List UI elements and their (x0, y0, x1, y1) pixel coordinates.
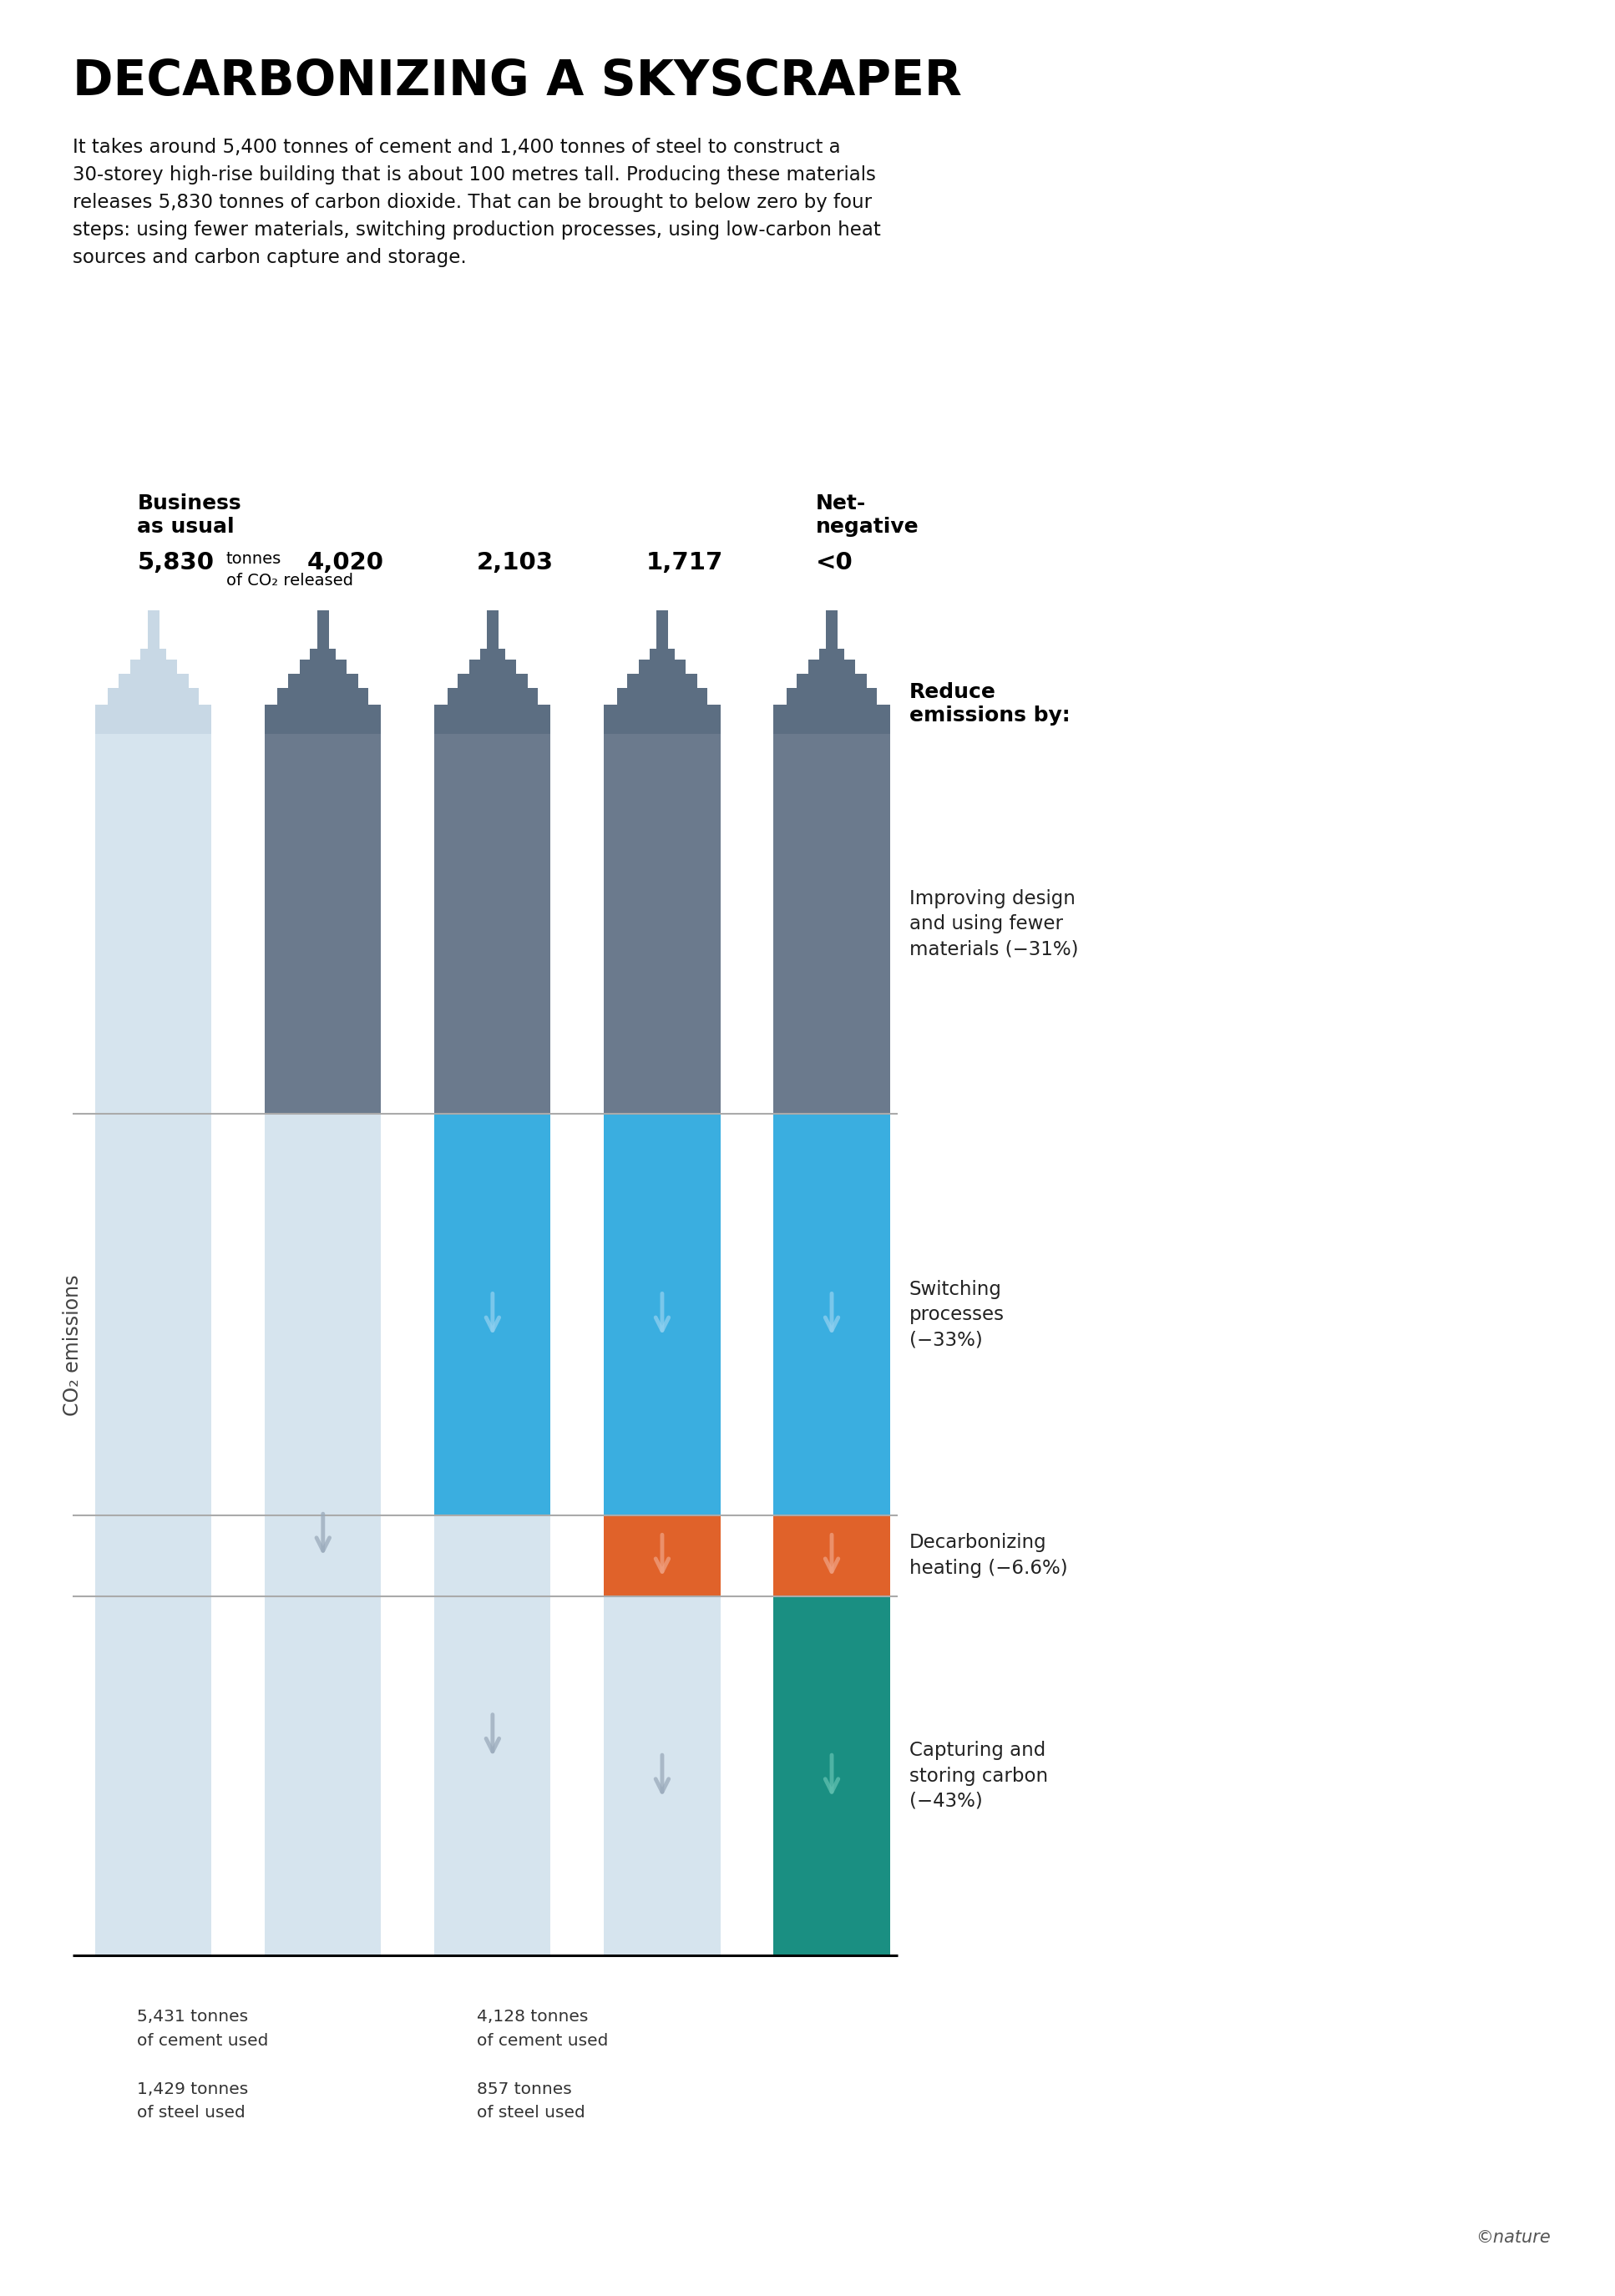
Bar (118, 673, 189, 689)
Bar (317, 611, 329, 647)
Bar (434, 735, 551, 1114)
Bar (434, 1515, 551, 1956)
Bar (95, 735, 212, 1956)
Bar (470, 659, 515, 673)
Text: tonnes
of CO₂ released: tonnes of CO₂ released (226, 551, 354, 588)
Bar (457, 673, 528, 689)
Bar (627, 673, 698, 689)
Bar (604, 1515, 720, 1596)
Bar (796, 673, 867, 689)
Bar (434, 1114, 551, 1515)
Bar (640, 659, 685, 673)
Bar (819, 647, 845, 659)
Bar (147, 611, 160, 647)
Bar (95, 705, 212, 735)
Bar (787, 689, 877, 705)
Bar (287, 673, 359, 689)
Text: It takes around 5,400 tonnes of cement and 1,400 tonnes of steel to construct a
: It takes around 5,400 tonnes of cement a… (73, 138, 880, 266)
Text: Business
as usual: Business as usual (137, 494, 241, 537)
Bar (604, 1596, 720, 1956)
Text: CO₂ emissions: CO₂ emissions (63, 1274, 82, 1417)
Text: Switching
processes
(−33%): Switching processes (−33%) (909, 1279, 1005, 1350)
Bar (300, 659, 346, 673)
Bar (480, 647, 505, 659)
Text: Net-
negative: Net- negative (816, 494, 919, 537)
Text: <0: <0 (816, 551, 853, 574)
Bar (774, 705, 890, 735)
Bar (825, 611, 838, 647)
Text: 5,431 tonnes
of cement used

1,429 tonnes
of steel used: 5,431 tonnes of cement used 1,429 tonnes… (137, 2009, 268, 2122)
Text: Improving design
and using fewer
materials (−31%): Improving design and using fewer materia… (909, 889, 1079, 960)
Bar (141, 647, 166, 659)
Text: 4,020: 4,020 (307, 551, 384, 574)
Bar (774, 1596, 890, 1956)
Text: 1,717: 1,717 (646, 551, 724, 574)
Bar (108, 689, 199, 705)
Bar (131, 659, 176, 673)
Text: 5,830: 5,830 (137, 551, 215, 574)
Bar (809, 659, 854, 673)
Bar (774, 1515, 890, 1596)
Text: ©nature: ©nature (1476, 2229, 1550, 2245)
Bar (604, 1114, 720, 1515)
Bar (265, 1114, 381, 1956)
Text: Reduce
emissions by:: Reduce emissions by: (909, 682, 1071, 726)
Bar (649, 647, 675, 659)
Text: 2,103: 2,103 (476, 551, 554, 574)
Bar (774, 1114, 890, 1515)
Bar (486, 611, 499, 647)
Text: DECARBONIZING A SKYSCRAPER: DECARBONIZING A SKYSCRAPER (73, 57, 963, 106)
Bar (656, 611, 669, 647)
Bar (265, 705, 381, 735)
Bar (278, 689, 368, 705)
Bar (617, 689, 707, 705)
Text: 4,128 tonnes
of cement used

857 tonnes
of steel used: 4,128 tonnes of cement used 857 tonnes o… (476, 2009, 607, 2122)
Bar (604, 735, 720, 1114)
Bar (434, 705, 551, 735)
Bar (310, 647, 336, 659)
Text: Capturing and
storing carbon
(−43%): Capturing and storing carbon (−43%) (909, 1740, 1048, 1812)
Bar (447, 689, 538, 705)
Bar (774, 735, 890, 1114)
Text: Decarbonizing
heating (−6.6%): Decarbonizing heating (−6.6%) (909, 1534, 1068, 1577)
Bar (604, 705, 720, 735)
Bar (265, 735, 381, 1114)
